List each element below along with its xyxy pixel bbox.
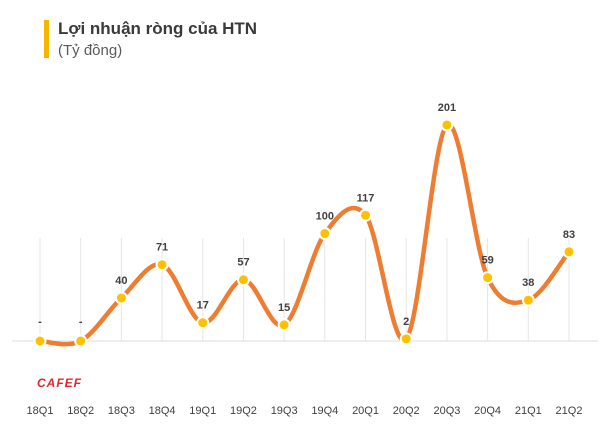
vertical-gridlines (39, 238, 570, 341)
data-label-20Q3: 201 (438, 102, 456, 114)
series-line (37, 122, 572, 347)
x-tick-20Q1: 20Q1 (352, 405, 379, 417)
data-label-18Q4: 71 (156, 242, 168, 254)
data-label-20Q4: 59 (481, 255, 493, 267)
data-label-19Q1: 17 (197, 300, 209, 312)
data-label-20Q1: 117 (357, 192, 375, 204)
marker-21Q1 (521, 293, 535, 307)
data-label-21Q2: 83 (563, 229, 575, 241)
x-tick-21Q1: 21Q1 (515, 405, 542, 417)
marker-19Q1 (196, 316, 210, 330)
marker-20Q4 (481, 271, 495, 285)
data-label-18Q2: - (79, 316, 83, 328)
x-tick-20Q4: 20Q4 (474, 405, 501, 417)
chart-title: Lợi nhuận ròng của HTN (58, 19, 258, 38)
data-labels: - - 40 71 17 57 15 100 117 2 201 59 38 83 (38, 102, 575, 328)
marker-19Q3 (277, 318, 291, 332)
marker-20Q2 (399, 332, 413, 346)
x-axis-tick-labels: 18Q1 18Q2 18Q3 18Q4 19Q1 19Q2 19Q3 19Q4 20Q1 20Q2… (27, 405, 583, 417)
series-line-layer (37, 122, 572, 347)
chart-subtitle: (Tỷ đồng) (58, 42, 123, 59)
x-tick-20Q2: 20Q2 (393, 405, 420, 417)
data-label-18Q1: - (38, 316, 42, 328)
data-label-19Q4: 100 (316, 211, 334, 223)
x-tick-20Q3: 20Q3 (433, 405, 460, 417)
data-markers (33, 118, 576, 348)
marker-19Q2 (236, 273, 250, 287)
data-label-21Q1: 38 (522, 277, 534, 289)
marker-19Q4 (318, 227, 332, 241)
marker-20Q1 (359, 208, 373, 222)
cafef-logo: CAFEF (37, 376, 82, 390)
x-tick-18Q4: 18Q4 (149, 405, 176, 417)
marker-18Q4 (155, 258, 169, 272)
x-tick-19Q2: 19Q2 (230, 405, 257, 417)
x-tick-18Q1: 18Q1 (27, 405, 54, 417)
x-tick-21Q2: 21Q2 (556, 405, 583, 417)
x-tick-19Q4: 19Q4 (311, 405, 338, 417)
x-tick-19Q1: 19Q1 (189, 405, 216, 417)
data-label-19Q3: 15 (278, 302, 290, 314)
data-label-18Q3: 40 (115, 275, 127, 287)
marker-18Q1 (33, 334, 47, 348)
x-tick-18Q3: 18Q3 (108, 405, 135, 417)
x-tick-18Q2: 18Q2 (67, 405, 94, 417)
marker-18Q2 (74, 334, 88, 348)
marker-20Q3 (440, 118, 454, 132)
marker-21Q2 (562, 245, 576, 259)
title-accent-bar (44, 20, 49, 58)
marker-18Q3 (114, 291, 128, 305)
data-label-20Q2: 2 (403, 316, 409, 328)
x-tick-19Q3: 19Q3 (271, 405, 298, 417)
data-label-19Q2: 57 (237, 257, 249, 269)
